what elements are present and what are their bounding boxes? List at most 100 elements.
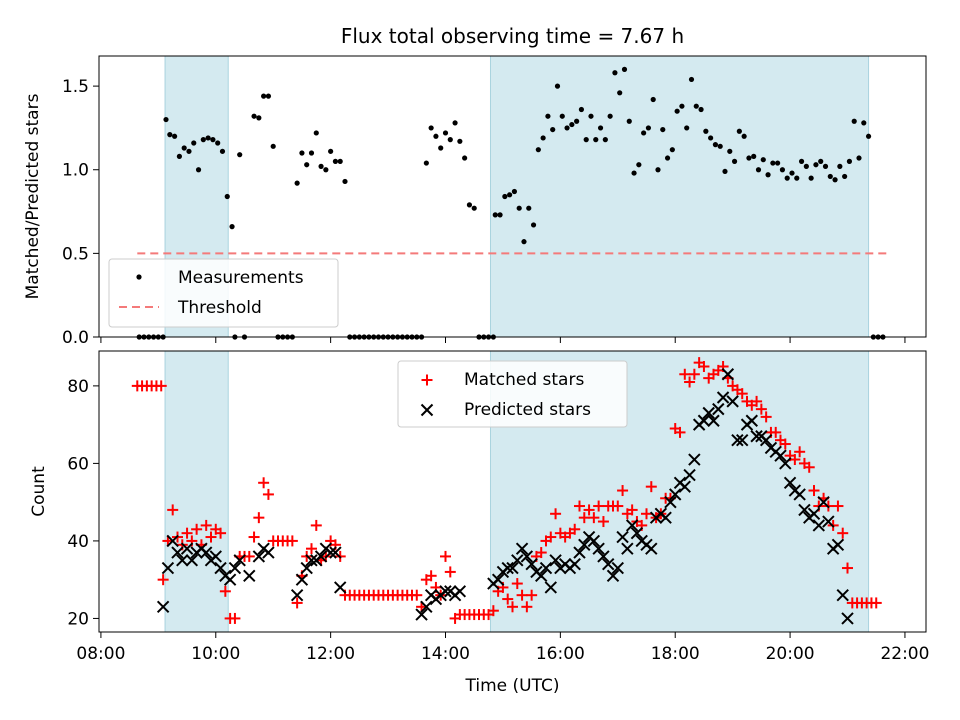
measurement-point (626, 118, 632, 124)
measurement-point (265, 93, 272, 99)
matched-star-point (258, 477, 270, 489)
matched-star-point (550, 508, 562, 520)
measurement-point (708, 135, 714, 141)
matched-star-point (617, 485, 629, 497)
predicted-star-point (539, 561, 553, 575)
top-legend: Measurements Threshold (108, 258, 339, 328)
bottom-y-axis-label: Count (29, 466, 49, 517)
measurement-point (827, 173, 833, 180)
top-y-tick-label: 1.0 (62, 161, 89, 181)
matched-star-point (439, 550, 451, 562)
matched-star-point (679, 368, 691, 380)
matched-star-point (736, 388, 748, 400)
matched-star-point (181, 527, 193, 539)
measurement-point (765, 172, 771, 178)
predicted-star-point (295, 573, 309, 586)
predicted-star-point (721, 368, 735, 381)
predicted-star-point (329, 546, 342, 559)
legend-predicted-x (420, 403, 434, 417)
measurement-point (304, 162, 310, 168)
measurement-point (727, 148, 733, 154)
matched-star-point (583, 504, 595, 516)
measurement-point (621, 66, 628, 72)
measurement-point (861, 120, 867, 126)
top-y-tick-label: 0.0 (62, 328, 89, 348)
predicted-star-point (602, 557, 615, 571)
matched-star-point (755, 403, 767, 415)
measurement-point (172, 133, 178, 139)
bottom-plot-frame (98, 350, 927, 633)
bottom-x-tick-label: 10:00 (191, 644, 240, 664)
measurement-point (808, 175, 814, 181)
matched-star-point (870, 597, 882, 609)
measurement-point (775, 160, 781, 166)
measurement-point (803, 163, 809, 169)
measurement-point (865, 133, 872, 139)
bottom-panel: 20 40 60 80 08:00 10:00 12:00 14:00 16:00 18:00 2… (29, 350, 929, 696)
measurement-point (167, 132, 173, 138)
measurement-point (205, 135, 211, 141)
predicted-star-point (439, 585, 452, 598)
predicted-star-point (597, 550, 610, 563)
predicted-star-point (611, 561, 624, 575)
measurement-point (466, 202, 473, 208)
measurement-point (717, 143, 723, 149)
measurement-point (251, 113, 257, 119)
measurement-point (332, 158, 339, 164)
measurement-point (181, 145, 187, 151)
measurement-point (163, 116, 169, 123)
predicted-star-point (592, 542, 605, 555)
measurement-point (191, 140, 197, 146)
measurement-point (631, 170, 637, 176)
predicted-star-point (161, 561, 175, 575)
measurement-point (492, 212, 498, 218)
bottom-x-tick-label: 22:00 (880, 644, 929, 664)
matched-star-point (535, 547, 547, 559)
predicted-star-point (180, 542, 194, 555)
matched-star-point (545, 531, 557, 543)
measurement-point (471, 205, 477, 211)
matched-star-point (842, 562, 854, 574)
measurement-point (511, 188, 518, 195)
measurement-point (438, 145, 444, 151)
measurement-point (813, 162, 819, 168)
matched-star-point (425, 570, 437, 582)
bottom-shaded-span (164, 350, 229, 633)
predicted-star-point (223, 573, 237, 586)
measurement-point (457, 138, 463, 144)
measurement-point (530, 222, 537, 228)
matched-star-point (291, 597, 303, 609)
bottom-legend: Matched stars Predicted stars (397, 360, 628, 428)
legend-matched-marker (421, 374, 433, 386)
matched-star-point (310, 519, 322, 531)
predicted-star-point (798, 503, 811, 517)
predicted-star-point (501, 561, 514, 575)
matched-star-point (229, 612, 241, 624)
predicted-star-point (587, 534, 601, 548)
matched-star-point (588, 512, 600, 524)
predicted-star-point (807, 507, 821, 520)
predicted-star-point (712, 402, 725, 416)
predicted-star-point (491, 573, 505, 586)
measurement-point (256, 115, 262, 121)
top-panel: 0.0 0.5 1.0 1.5 Flux total observing time =… (23, 24, 927, 348)
predicted-star-point (836, 588, 849, 602)
measurement-point (308, 150, 315, 156)
predicted-star-point (688, 453, 701, 466)
measurement-point (195, 167, 202, 173)
predicted-star-point (415, 608, 428, 621)
predicted-star-point (793, 488, 806, 501)
legend-matched-label: Matched stars (464, 370, 584, 390)
predicted-star-point (812, 519, 826, 532)
matched-star-point (684, 376, 696, 388)
predicted-star-point (305, 554, 318, 567)
predicted-star-point (759, 433, 773, 447)
measurement-point (779, 167, 786, 173)
measurement-point (428, 125, 434, 131)
measurement-point (760, 157, 766, 163)
measurement-point (200, 137, 206, 143)
measurement-point (516, 205, 522, 211)
measurement-point (607, 113, 613, 119)
matched-star-point (789, 454, 801, 466)
